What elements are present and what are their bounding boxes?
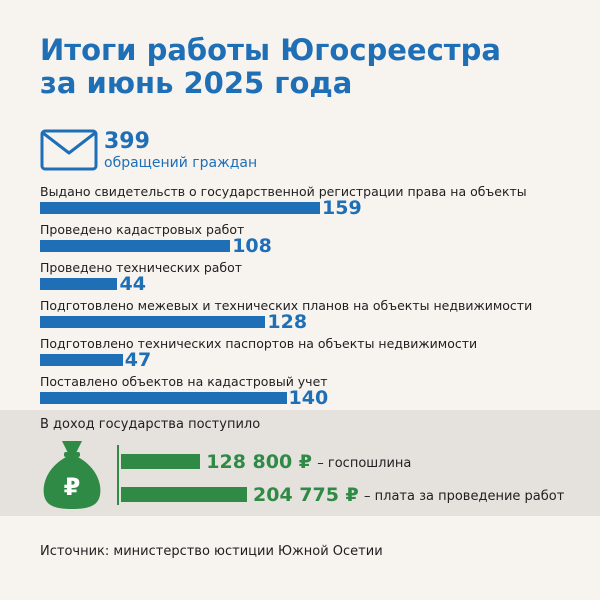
bar-5 bbox=[40, 354, 123, 366]
money-bag-ruble-icon: ₽ bbox=[43, 441, 101, 509]
bar-label-5: Подготовлено технических паспортов на об… bbox=[40, 336, 478, 351]
bar-label-1: Выдано свидетельств о государственной ре… bbox=[40, 184, 527, 199]
income-panel bbox=[0, 410, 600, 516]
bar-3 bbox=[40, 278, 118, 290]
title-line-1: Итоги работы Югосреестра bbox=[40, 33, 501, 67]
bar-6 bbox=[40, 392, 287, 404]
appeals-label: обращений граждан bbox=[104, 155, 258, 171]
income-value-1: 128 800 ₽ bbox=[206, 451, 313, 473]
income-bar-1 bbox=[121, 454, 201, 469]
bar-value-5: 47 bbox=[124, 349, 152, 371]
bar-4 bbox=[40, 316, 266, 328]
appeals-count: 399 bbox=[104, 129, 150, 154]
income-bar-2 bbox=[121, 487, 247, 502]
bar-label-3: Проведено технических работ bbox=[40, 260, 243, 275]
envelope-icon bbox=[40, 129, 98, 171]
income-value-2: 204 775 ₽ bbox=[253, 484, 359, 506]
bar-label-2: Проведено кадастровых работ bbox=[40, 222, 245, 237]
bar-value-6: 140 bbox=[288, 387, 329, 409]
source-note: Источник: министерство юстиции Южной Осе… bbox=[40, 544, 383, 559]
bar-label-6: Поставлено объектов на кадастровый учет bbox=[40, 374, 328, 389]
bar-label-4: Подготовлено межевых и технических плано… bbox=[40, 298, 533, 313]
title-line-2: за июнь 2025 года bbox=[40, 66, 353, 100]
income-divider bbox=[117, 445, 119, 505]
income-title: В доход государства поступило bbox=[40, 417, 261, 432]
page-title: Итоги работы Югосреестра за июнь 2025 го… bbox=[40, 34, 580, 100]
bar-value-2: 108 bbox=[232, 235, 272, 257]
income-desc-2: – плата за проведение работ bbox=[364, 489, 565, 504]
bar-value-3: 44 bbox=[119, 273, 146, 295]
bar-value-4: 128 bbox=[267, 311, 308, 333]
income-desc-1: – госпошлина bbox=[317, 456, 412, 471]
svg-text:₽: ₽ bbox=[64, 473, 81, 501]
bar-2 bbox=[40, 240, 231, 252]
bar-1 bbox=[40, 202, 320, 214]
bar-value-1: 159 bbox=[322, 197, 362, 219]
